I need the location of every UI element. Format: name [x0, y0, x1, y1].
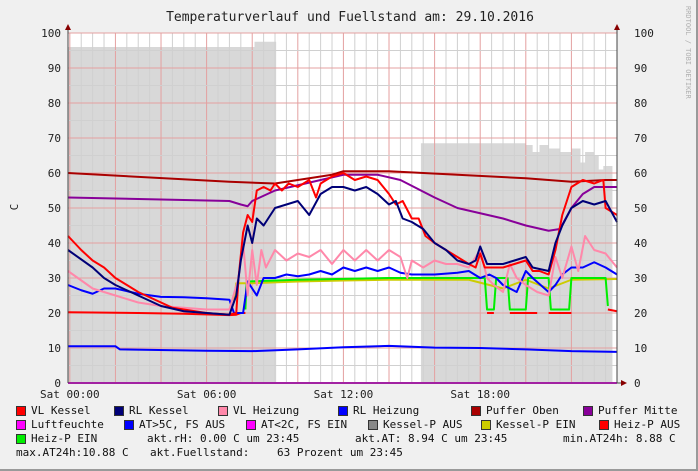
legend-swatch	[338, 405, 348, 416]
grid	[68, 32, 618, 384]
legend-swatch	[481, 419, 491, 430]
series-heiz-p-aus-2	[487, 308, 618, 314]
legend-item: Kessel-P AUS	[368, 418, 462, 431]
y-tick-label-left: 90	[48, 62, 61, 75]
y-tick-label-right: 100	[634, 27, 654, 40]
y-tick-label-left: 70	[48, 132, 61, 145]
legend-label: Kessel-P EIN	[496, 418, 576, 431]
legend-swatch	[583, 405, 593, 416]
series-rl-kessel	[67, 186, 618, 316]
y-tick-label-right: 70	[634, 132, 647, 145]
legend-swatch	[16, 419, 26, 430]
legend-swatch	[599, 419, 609, 430]
legend-label: Puffer Oben	[486, 404, 559, 417]
y-axis-label: C	[8, 204, 21, 211]
x-tick-label: Sat 06:00	[177, 388, 237, 401]
legend-label: Puffer Mitte	[598, 404, 678, 417]
legend-label: Luftfeuchte	[31, 418, 104, 431]
y-tick-label-right: 30	[634, 272, 647, 285]
y-tick-label-left: 100	[41, 27, 61, 40]
legend-item: Heiz-P EIN	[16, 432, 97, 445]
y-tick-label-left: 20	[48, 307, 61, 320]
y-tick-label-right: 40	[634, 237, 647, 250]
legend-item: RL Kessel	[114, 404, 189, 417]
y-tick-label-right: 90	[634, 62, 647, 75]
y-tick-label-left: 80	[48, 97, 61, 110]
y-axis-arrow-icon	[65, 24, 71, 30]
legend-item: Luftfeuchte	[16, 418, 104, 431]
series-heiz-p-ein	[244, 277, 609, 311]
series-rl-heizung	[67, 261, 618, 314]
legend-swatch	[218, 405, 228, 416]
x-tick-label: Sat 18:00	[450, 388, 510, 401]
x-tick-label: Sat 12:00	[314, 388, 374, 401]
series-at-5c-fs-aus	[68, 344, 618, 353]
legend-label: AT>5C, FS AUS	[139, 418, 226, 431]
y-tick-label-right: 0	[634, 377, 641, 390]
stat-akt-at: akt.AT: 8.94 C um 23:45	[355, 432, 508, 445]
y-tick-label-right: 20	[634, 307, 647, 320]
legend-item: Puffer Mitte	[583, 404, 677, 417]
legend-item: RL Heizung	[338, 404, 419, 417]
y-tick-label-left: 40	[48, 237, 61, 250]
watermark: RRDTOOL / TOBI OETIKER	[684, 6, 692, 100]
legend-label: AT<2C, FS EIN	[261, 418, 348, 431]
legend-label: RL Heizung	[353, 404, 420, 417]
legend-item: Kessel-P EIN	[481, 418, 575, 431]
legend-label: VL Kessel	[31, 404, 91, 417]
stat-fuell-value: 63 Prozent um 23:45	[277, 446, 403, 459]
axes: 0 0 10 10 20 20 30 30 40 40 50 50 60 60 70 70 80 80 90 90 10…	[40, 24, 654, 401]
legend-label: RL Kessel	[129, 404, 189, 417]
y-tick-label-right: 10	[634, 342, 647, 355]
stat-akt-rh: akt.rH: 0.00 C um 23:45	[147, 432, 300, 445]
legend-swatch	[16, 433, 26, 444]
legend-swatch	[16, 405, 26, 416]
legend-item: AT<2C, FS EIN	[246, 418, 347, 431]
y-tick-label-left: 50	[48, 202, 61, 215]
legend-swatch	[471, 405, 481, 416]
y-tick-label-left: 30	[48, 272, 61, 285]
legend-swatch	[246, 419, 256, 430]
y-tick-label-left: 0	[54, 377, 61, 390]
legend-item: AT>5C, FS AUS	[124, 418, 225, 431]
x-tick-label: Sat 00:00	[40, 388, 100, 401]
y-axis-arrow-icon	[614, 24, 620, 30]
y-tick-label-right: 60	[634, 167, 647, 180]
stat-max-at: max.AT24h:10.88 C	[16, 446, 129, 459]
stat-min-at: min.AT24h: 8.88 C	[563, 432, 676, 445]
legend-label: Kessel-P AUS	[383, 418, 463, 431]
chart-title: Temperaturverlauf und Fuellstand am: 29.…	[166, 10, 534, 25]
legend-item: Heiz-P AUS	[599, 418, 680, 431]
y-tick-label-left: 60	[48, 167, 61, 180]
legend-item: Puffer Oben	[471, 404, 559, 417]
y-tick-label-left: 10	[48, 342, 61, 355]
y-tick-label-right: 50	[634, 202, 647, 215]
y-tick-label-right: 80	[634, 97, 647, 110]
legend-item: VL Heizung	[218, 404, 299, 417]
legend-swatch	[114, 405, 124, 416]
x-axis-arrow-icon	[621, 380, 627, 386]
legend-swatch	[124, 419, 134, 430]
legend-label: VL Heizung	[233, 404, 300, 417]
legend-label: Heiz-P EIN	[31, 432, 98, 445]
legend-swatch	[368, 419, 378, 430]
stat-fuell-label: akt.Fuellstand:	[150, 446, 250, 459]
legend-item: VL Kessel	[16, 404, 91, 417]
series-puffer-oben	[67, 170, 617, 185]
legend-label: Heiz-P AUS	[614, 418, 681, 431]
